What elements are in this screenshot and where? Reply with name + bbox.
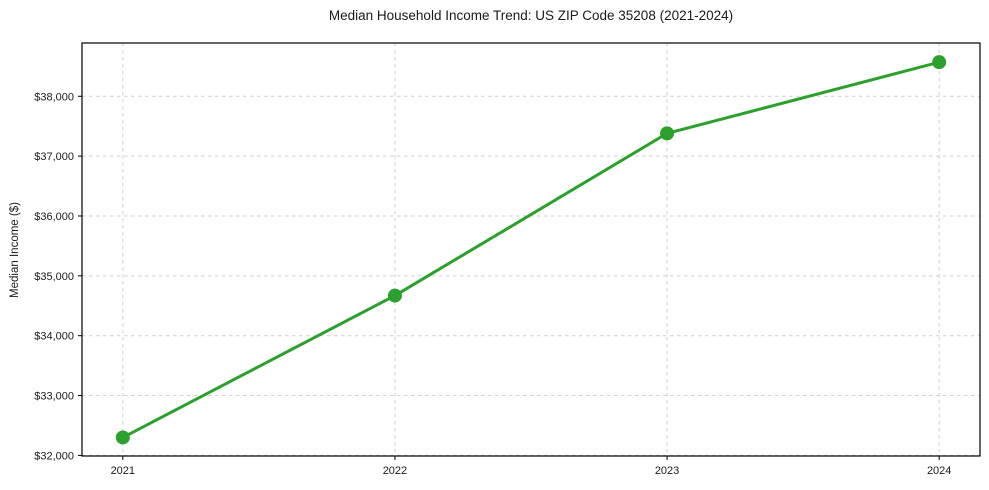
x-tick-label: 2022 [383,465,407,477]
data-point-marker [115,430,130,445]
income-trend-line [121,60,941,439]
y-tick-label: $35,000 [34,271,74,283]
x-tick-label: 2023 [655,465,679,477]
data-point-marker [387,288,402,303]
plot-border [81,42,981,457]
y-tick-label: $32,000 [34,450,74,462]
y-tick-label: $36,000 [34,211,74,223]
data-point-marker [932,55,947,70]
x-tick-label: 2024 [927,465,951,477]
y-tick-label: $34,000 [34,331,74,343]
data-point-marker [660,126,675,141]
y-tick-label: $33,000 [34,391,74,403]
y-tick-label: $37,000 [34,151,74,163]
chart-title: Median Household Income Trend: US ZIP Co… [328,8,734,23]
x-tick-label: 2021 [111,465,135,477]
y-tick-label: $38,000 [34,91,74,103]
